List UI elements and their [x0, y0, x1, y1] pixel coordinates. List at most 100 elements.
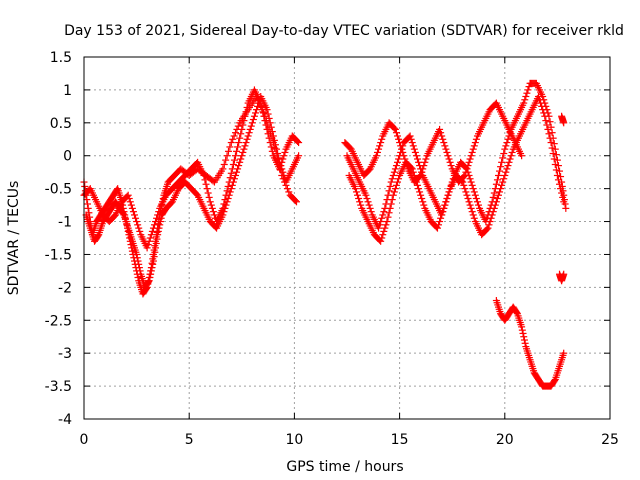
data-point	[520, 336, 528, 344]
data-point	[238, 125, 246, 133]
data-point	[242, 108, 250, 116]
data-point	[257, 99, 265, 107]
data-point	[267, 143, 275, 151]
data-point	[447, 162, 455, 170]
y-tick-label: 0	[63, 149, 72, 165]
data-point	[472, 195, 480, 203]
data-point	[388, 196, 396, 204]
data-point	[419, 165, 427, 173]
data-point	[136, 227, 144, 235]
data-point	[402, 158, 410, 166]
y-tick-label: -0.5	[45, 182, 72, 198]
data-point	[230, 132, 238, 140]
data-point	[264, 130, 272, 138]
data-point	[483, 225, 491, 233]
data-point	[239, 121, 247, 129]
data-point	[204, 189, 212, 197]
data-point	[494, 191, 502, 199]
data-point	[277, 162, 285, 170]
data-point	[536, 96, 544, 104]
data-point	[230, 156, 238, 164]
data-point	[439, 135, 447, 143]
data-point	[208, 204, 216, 212]
data-point	[412, 152, 420, 160]
data-point	[444, 191, 452, 199]
data-point	[403, 162, 411, 170]
data-point	[149, 257, 157, 265]
data-point	[398, 145, 406, 153]
data-point	[119, 210, 127, 218]
data-point	[274, 150, 282, 158]
data-point	[560, 119, 568, 127]
data-point	[147, 270, 155, 278]
data-point	[490, 204, 498, 212]
data-point	[418, 195, 426, 203]
data-point	[203, 185, 211, 193]
data-point	[560, 349, 568, 357]
data-point	[129, 208, 137, 216]
data-point	[548, 129, 556, 137]
data-point	[264, 110, 272, 118]
data-point	[149, 224, 157, 232]
data-point	[446, 158, 454, 166]
data-point	[551, 145, 559, 153]
data-point	[389, 191, 397, 199]
data-point	[518, 323, 526, 331]
data-point	[363, 195, 371, 203]
data-point	[470, 214, 478, 222]
data-point	[410, 145, 418, 153]
y-tick-label: -3	[58, 346, 72, 362]
data-point	[553, 171, 561, 179]
data-point	[386, 204, 394, 212]
data-point	[233, 168, 241, 176]
data-point	[283, 185, 291, 193]
data-point	[466, 155, 474, 163]
data-point	[364, 198, 372, 206]
data-point	[243, 135, 251, 143]
data-point	[233, 147, 241, 155]
data-point	[248, 119, 256, 127]
data-point	[152, 244, 160, 252]
data-point	[415, 158, 423, 166]
data-point	[391, 185, 399, 193]
data-point	[378, 234, 386, 242]
x-tick-label: 15	[391, 432, 409, 448]
data-point	[553, 156, 561, 164]
data-point	[367, 208, 375, 216]
data-point	[205, 193, 213, 201]
data-point	[440, 139, 448, 147]
data-point	[379, 231, 387, 239]
y-tick-label: -1	[58, 215, 72, 231]
data-point	[522, 92, 530, 100]
data-point	[266, 139, 274, 147]
data-point	[268, 147, 276, 155]
data-point	[267, 123, 275, 131]
data-point	[135, 260, 143, 268]
data-point	[463, 165, 471, 173]
data-point	[221, 196, 229, 204]
data-point	[505, 158, 513, 166]
data-point	[393, 132, 401, 140]
data-point	[136, 267, 144, 275]
data-point	[497, 185, 505, 193]
y-tick-label: 1.5	[50, 50, 72, 66]
data-point	[469, 145, 477, 153]
data-point	[154, 211, 162, 219]
y-tick-label: -2	[58, 280, 72, 296]
data-point	[388, 175, 396, 183]
data-point	[372, 152, 380, 160]
data-point	[415, 185, 423, 193]
data-point	[554, 176, 562, 184]
data-point	[550, 155, 558, 163]
data-point	[147, 231, 155, 239]
data-point	[265, 114, 273, 122]
data-point	[493, 195, 501, 203]
data-point	[226, 188, 234, 196]
data-point	[396, 139, 404, 147]
data-point	[488, 211, 496, 219]
data-point	[558, 189, 566, 197]
data-point	[351, 185, 359, 193]
data-point	[130, 211, 138, 219]
data-point	[250, 112, 258, 120]
